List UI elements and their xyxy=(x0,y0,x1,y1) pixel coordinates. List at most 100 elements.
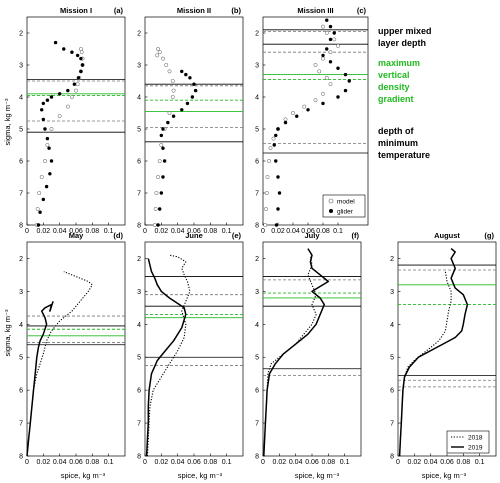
point-b-filled-11 xyxy=(185,101,190,106)
annotation-min-line1: depth of xyxy=(378,126,414,136)
xtick-label-a-4: 0.08 xyxy=(86,228,100,235)
point-c-open-19 xyxy=(336,43,340,48)
xtick-label-e-3: 0.06 xyxy=(187,459,201,466)
annotation-upper-line2: layer depth xyxy=(378,38,426,48)
xlabel-e: spice, kg m⁻³ xyxy=(178,471,223,480)
panel-g: 0 0.02 0.04 0.06 0.08 0.1 2 3 4 5 6 7 8 August (g) xyxy=(390,231,497,466)
ytick-label-g-6: 8 xyxy=(390,454,394,461)
point-a-filled-16 xyxy=(72,82,77,86)
point-c-filled-17 xyxy=(328,60,333,64)
ytick-label-c-1: 3 xyxy=(255,63,259,70)
point-c-open-3 xyxy=(265,175,270,179)
annotation-green-line3: density xyxy=(378,82,410,92)
xtick-label-b-1: 0.02 xyxy=(155,228,169,235)
legend-box-top xyxy=(322,194,366,218)
point-a-filled-20 xyxy=(79,56,83,61)
point-a-open-5 xyxy=(45,143,50,147)
point-a-filled-19 xyxy=(80,63,85,67)
point-b-filled-2 xyxy=(159,191,164,195)
point-a-filled-15 xyxy=(66,88,70,93)
xtick-label-d-4: 0.08 xyxy=(86,459,100,466)
annotation-green-line2: vertical xyxy=(378,70,410,80)
point-c-open-13 xyxy=(328,82,333,87)
xtick-label-b-2: 0.04 xyxy=(171,228,185,235)
xtick-label-b-0: 0 xyxy=(143,228,147,235)
point-c-filled-22 xyxy=(328,24,333,29)
point-a-open-8 xyxy=(65,104,70,109)
series-line-d-solid xyxy=(26,301,54,457)
point-b-filled-13 xyxy=(193,88,198,93)
ytick-label-c-0: 2 xyxy=(255,31,259,38)
xtick-label-g-4: 0.08 xyxy=(457,459,471,466)
point-c-filled-1 xyxy=(276,207,280,211)
point-a-filled-7 xyxy=(45,136,50,141)
series-line-e-solid xyxy=(145,258,187,457)
point-a-filled-21 xyxy=(75,53,80,58)
panel-c: 0 0.02 0.04 0.06 0.08 0.1 2 3 4 5 6 7 8 Mission III (c… xyxy=(255,6,369,235)
xtick-label-f-3: 0.06 xyxy=(305,459,319,466)
legend-model-label: model xyxy=(337,199,355,206)
point-b-open-11 xyxy=(167,69,172,74)
point-b-open-4 xyxy=(157,159,162,163)
ytick-label-d-1: 3 xyxy=(19,289,23,296)
point-a-open-10 xyxy=(74,88,78,93)
xtick-label-g-5: 0.1 xyxy=(475,459,485,466)
panel-label-f: (f) xyxy=(352,231,360,240)
point-b-filled-4 xyxy=(162,159,167,163)
point-b-open-5 xyxy=(159,143,164,147)
xtick-label-f-4: 0.08 xyxy=(322,459,336,466)
point-c-filled-23 xyxy=(325,18,329,22)
point-a-filled-23 xyxy=(62,47,66,51)
point-b-filled-6 xyxy=(159,133,164,138)
xtick-label-a-1: 0.02 xyxy=(37,228,51,235)
xtick-label-d-3: 0.06 xyxy=(69,459,83,466)
point-c-filled-2 xyxy=(277,191,282,195)
series-line-f-dotted xyxy=(263,255,317,457)
panel-label-d: (d) xyxy=(113,231,123,240)
xtick-label-a-5: 0.1 xyxy=(104,228,114,235)
point-a-open-4 xyxy=(43,159,47,163)
point-b-open-9 xyxy=(171,88,176,93)
point-b-filled-3 xyxy=(161,175,165,179)
point-a-filled-24 xyxy=(53,40,58,45)
point-a-filled-8 xyxy=(43,127,47,131)
ytick-label-f-1: 3 xyxy=(255,289,259,296)
series-line-g-solid xyxy=(398,248,469,457)
panel-title-c: Mission III xyxy=(297,6,333,15)
xtick-label-c-4: 0.08 xyxy=(316,228,330,235)
point-a-open-16 xyxy=(79,50,84,55)
plot-frame-g xyxy=(397,241,497,457)
point-b-open-0 xyxy=(152,223,157,227)
point-a-filled-13 xyxy=(49,95,54,99)
legend-2018-label: 2018 xyxy=(468,435,483,442)
ytick-label-b-6: 8 xyxy=(137,223,141,230)
ytick-label-f-3: 5 xyxy=(255,355,259,362)
point-c-filled-11 xyxy=(321,101,325,106)
ytick-label-a-5: 7 xyxy=(19,191,23,198)
ytick-label-g-2: 4 xyxy=(390,322,394,329)
point-c-open-6 xyxy=(271,136,276,141)
point-c-filled-3 xyxy=(276,175,280,179)
point-c-filled-15 xyxy=(343,72,348,77)
ytick-label-d-6: 8 xyxy=(19,454,23,461)
point-a-filled-1 xyxy=(38,210,42,214)
xtick-label-e-0: 0 xyxy=(143,459,147,466)
point-b-filled-16 xyxy=(184,72,188,77)
point-a-filled-5 xyxy=(49,159,54,163)
xtick-label-c-5: 0.1 xyxy=(333,228,343,235)
point-b-open-16 xyxy=(155,53,160,58)
point-c-open-4 xyxy=(267,159,271,163)
top-row-ylabel: sigma, kg m⁻³ xyxy=(3,98,12,145)
ytick-label-d-4: 6 xyxy=(19,388,23,395)
point-c-open-11 xyxy=(313,98,318,103)
ytick-label-b-1: 3 xyxy=(137,63,141,70)
point-b-filled-14 xyxy=(192,82,196,86)
point-a-filled-17 xyxy=(76,76,81,80)
xtick-label-b-3: 0.06 xyxy=(187,228,201,235)
panel-title-g: August xyxy=(434,231,460,240)
point-a-filled-3 xyxy=(44,184,49,189)
ytick-label-a-3: 5 xyxy=(19,127,23,134)
point-c-open-9 xyxy=(291,111,295,115)
xtick-label-g-2: 0.04 xyxy=(424,459,438,466)
